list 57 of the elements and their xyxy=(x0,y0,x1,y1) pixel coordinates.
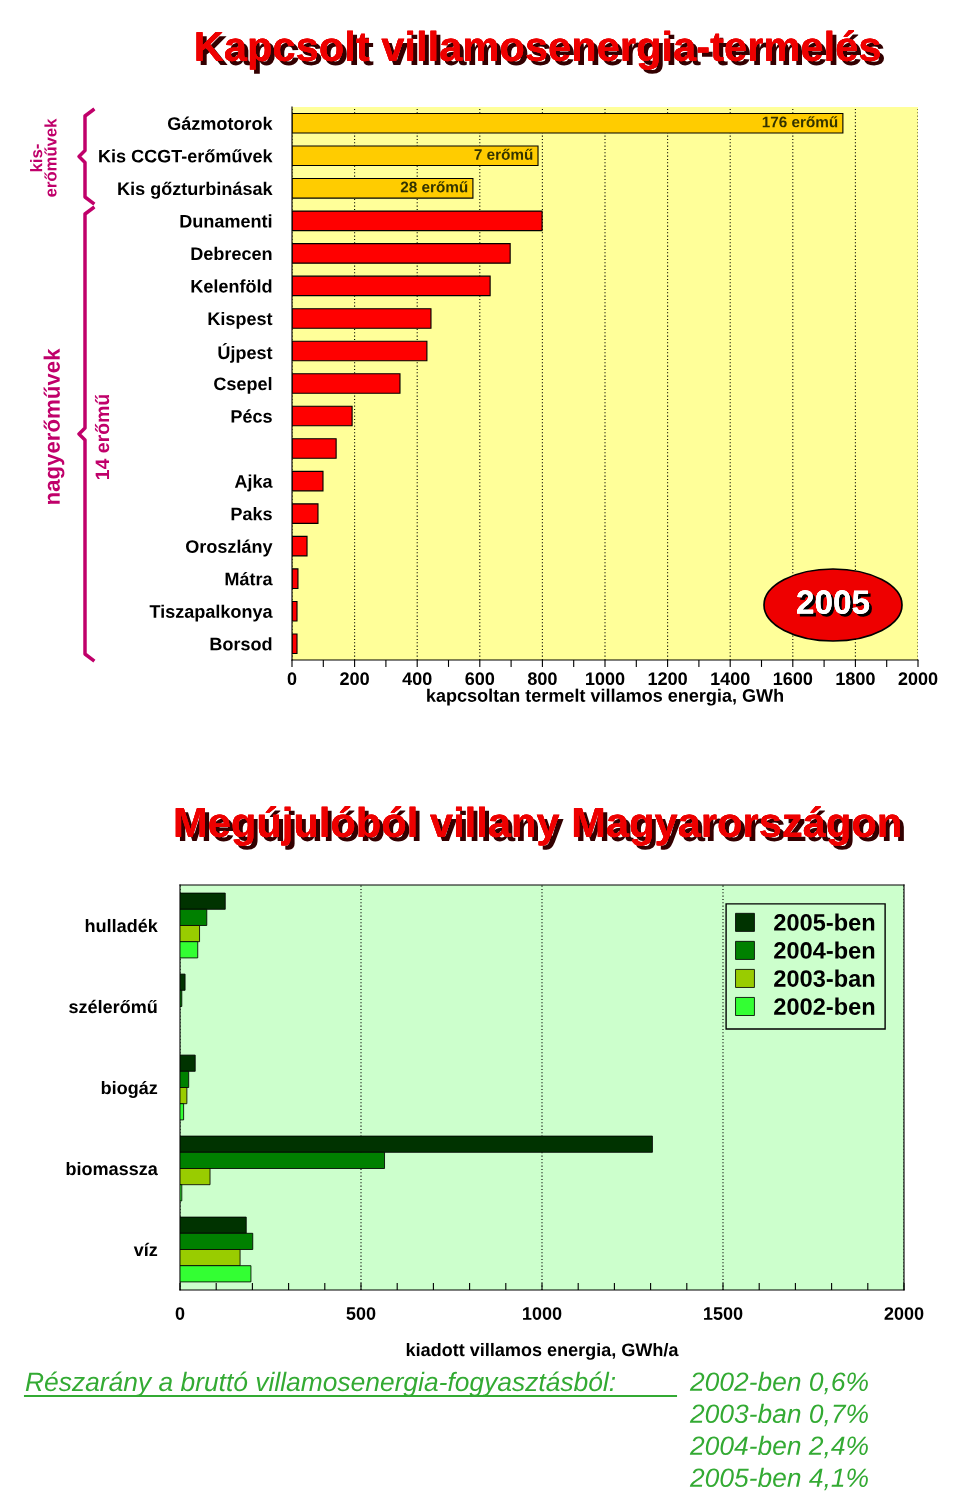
text: 14 erőmű xyxy=(94,394,110,479)
x-tick-label: 800 xyxy=(527,672,557,686)
chart-title: Megújulóból villany Magyarországon xyxy=(175,806,904,850)
legend-label: 2005-ben xyxy=(774,913,875,931)
annotation: 2005 xyxy=(797,590,872,617)
y-tick-label: biomassza xyxy=(66,1161,158,1176)
y-tick-label: biogáz xyxy=(101,1080,158,1098)
y-tick-label: Debrecen xyxy=(191,246,272,261)
annotation: 28 erőmű xyxy=(400,181,468,193)
x-tick-label: 1600 xyxy=(773,672,813,686)
y-tick-label: Mátra xyxy=(225,571,273,586)
y-tick-label: Gázmotorok xyxy=(167,116,273,130)
y-tick-label: Kelenföld xyxy=(191,279,272,293)
y-tick-label: Dunamenti xyxy=(180,214,272,228)
y-tick-label: Kis CCGT-erőművek xyxy=(99,149,273,163)
x-tick-label: 0 xyxy=(287,672,297,686)
y-tick-label: Újpest xyxy=(218,342,273,363)
text: 2002-ben 0,6% xyxy=(689,1371,868,1395)
text: 2005-ben 4,1% xyxy=(689,1467,868,1491)
x-tick-label: 1000 xyxy=(523,1307,562,1320)
x-tick-label: 1500 xyxy=(704,1307,743,1320)
text: kis- erőművek xyxy=(30,118,57,197)
y-tick-label: Ajka xyxy=(234,474,273,492)
y-tick-label: Kispest xyxy=(208,311,273,329)
y-tick-label: Kis gőzturbinásak xyxy=(118,181,273,199)
text: Részarány a bruttó villamosenergia-fogyasztásból: xyxy=(25,1371,616,1397)
x-tick-label: 400 xyxy=(402,672,432,686)
x-axis-title: kiadott villamos energia, GWh/a xyxy=(406,1342,679,1360)
y-tick-label: hulladék xyxy=(85,918,158,933)
text: 2004-ben 2,4% xyxy=(689,1435,868,1459)
text: nagyerőművek xyxy=(43,348,65,504)
x-tick-label: 1200 xyxy=(648,672,687,686)
x-tick-label: 200 xyxy=(340,672,369,686)
x-tick-label: 500 xyxy=(346,1307,376,1320)
chart-title: Kapcsolt villamosenergia-termelés xyxy=(196,30,884,74)
y-tick-label: Oroszlány xyxy=(186,539,273,557)
text: 2003-ban 0,7% xyxy=(689,1403,868,1427)
annotation: 176 erőmű xyxy=(762,116,838,128)
x-tick-label: 1800 xyxy=(836,672,875,686)
x-tick-label: 0 xyxy=(175,1307,185,1320)
y-tick-label: Pécs xyxy=(231,409,272,423)
x-axis-title: kapcsoltan termelt villamos energia, GWh xyxy=(427,688,783,706)
legend-label: 2004-ben xyxy=(774,941,875,959)
x-tick-label: 1400 xyxy=(711,672,750,686)
y-tick-label: Paks xyxy=(231,507,272,521)
annotation: 7 erőmű xyxy=(474,148,533,160)
x-tick-label: 1000 xyxy=(586,672,625,686)
y-tick-label: víz xyxy=(133,1242,158,1257)
y-tick-label: Borsod xyxy=(210,637,272,651)
legend-label: 2003-ban xyxy=(774,969,875,987)
x-tick-label: 2000 xyxy=(898,672,938,686)
y-tick-label: szélerőmű xyxy=(69,999,157,1014)
x-tick-label: 600 xyxy=(465,672,495,686)
y-tick-label: Csepel xyxy=(214,376,272,394)
x-tick-label: 2000 xyxy=(884,1307,924,1320)
legend-label: 2002-ben xyxy=(774,997,875,1015)
y-tick-label: Tiszapalkonya xyxy=(149,604,273,622)
